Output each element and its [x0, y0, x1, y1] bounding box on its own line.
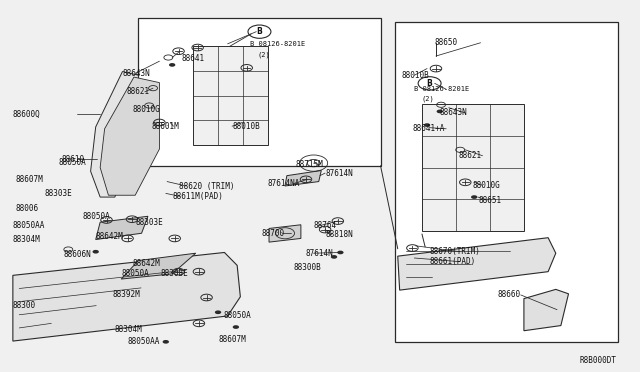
Text: 88050A: 88050A — [83, 212, 111, 221]
Text: 88050A: 88050A — [59, 158, 86, 167]
Text: 88010G: 88010G — [132, 105, 160, 114]
Text: 87614N: 87614N — [325, 169, 353, 177]
Text: 88010G: 88010G — [473, 181, 500, 190]
Text: 87614NA: 87614NA — [268, 179, 300, 188]
Circle shape — [169, 63, 175, 67]
Text: 88610: 88610 — [62, 155, 85, 164]
Polygon shape — [422, 104, 524, 231]
Text: 88650: 88650 — [435, 38, 458, 47]
Text: 88620 (TRIM): 88620 (TRIM) — [179, 182, 234, 190]
Polygon shape — [96, 216, 148, 240]
Text: 88651: 88651 — [478, 196, 501, 205]
Text: 88303E: 88303E — [161, 269, 188, 278]
Bar — [395, 22, 618, 342]
Text: 88660: 88660 — [497, 291, 520, 299]
Circle shape — [331, 255, 337, 259]
Text: (2): (2) — [422, 96, 435, 102]
Text: 88010B: 88010B — [401, 71, 429, 80]
Text: 88010B: 88010B — [232, 122, 260, 131]
Text: 88642M: 88642M — [96, 232, 124, 241]
Circle shape — [93, 250, 99, 254]
Text: 88300: 88300 — [13, 301, 36, 311]
Circle shape — [436, 110, 443, 113]
Text: 88641: 88641 — [181, 54, 204, 63]
Polygon shape — [285, 170, 321, 186]
Text: 88818N: 88818N — [325, 230, 353, 239]
Text: 88643N: 88643N — [122, 69, 150, 78]
Text: 88715M: 88715M — [296, 160, 324, 169]
Text: 88601M: 88601M — [151, 122, 179, 131]
Text: 88606N: 88606N — [64, 250, 92, 259]
Polygon shape — [100, 77, 159, 195]
Polygon shape — [121, 253, 196, 279]
Text: 88641+A: 88641+A — [412, 124, 445, 133]
Text: R8B000DT: R8B000DT — [579, 356, 616, 365]
Text: 88607M: 88607M — [15, 175, 43, 184]
Polygon shape — [397, 238, 556, 290]
Polygon shape — [269, 225, 301, 242]
Text: 88304M: 88304M — [115, 326, 143, 334]
Text: 88661(PAD): 88661(PAD) — [429, 257, 476, 266]
Polygon shape — [193, 46, 268, 145]
Text: B: B — [257, 27, 262, 36]
Text: 87614N: 87614N — [306, 249, 333, 258]
Circle shape — [471, 195, 477, 199]
Circle shape — [337, 251, 344, 254]
Circle shape — [233, 325, 239, 329]
Text: 88642M: 88642M — [132, 259, 160, 268]
Text: (2): (2) — [257, 52, 270, 58]
Text: 88006: 88006 — [15, 203, 38, 213]
Text: 88607M: 88607M — [218, 335, 246, 344]
Polygon shape — [91, 71, 138, 197]
Text: 88050A: 88050A — [223, 311, 251, 320]
Text: 88050AA: 88050AA — [127, 337, 160, 346]
Text: 88621: 88621 — [459, 151, 482, 160]
Text: 88600Q: 88600Q — [13, 109, 40, 119]
Text: 88611M(PAD): 88611M(PAD) — [172, 192, 223, 201]
Text: 88300B: 88300B — [293, 263, 321, 272]
Text: 88303E: 88303E — [135, 218, 163, 227]
Text: 88050AA: 88050AA — [13, 221, 45, 230]
Text: 88621: 88621 — [126, 87, 149, 96]
Polygon shape — [13, 253, 241, 341]
Text: 88670(TRIM): 88670(TRIM) — [429, 247, 481, 256]
Text: 88700: 88700 — [261, 229, 285, 238]
Circle shape — [424, 123, 430, 127]
Text: B 08126-8201E: B 08126-8201E — [414, 86, 470, 92]
Polygon shape — [524, 289, 568, 331]
Text: B 08126-8201E: B 08126-8201E — [250, 41, 305, 47]
Bar — [138, 18, 381, 166]
Text: 88050A: 88050A — [121, 269, 149, 278]
Circle shape — [215, 310, 221, 314]
Text: 88303E: 88303E — [45, 189, 72, 198]
Text: 88764: 88764 — [314, 221, 337, 230]
Text: B: B — [427, 79, 433, 88]
Text: 88304M: 88304M — [13, 235, 40, 244]
Circle shape — [163, 340, 169, 344]
Text: 88392M: 88392M — [113, 290, 141, 299]
Text: 88643N: 88643N — [440, 108, 468, 118]
